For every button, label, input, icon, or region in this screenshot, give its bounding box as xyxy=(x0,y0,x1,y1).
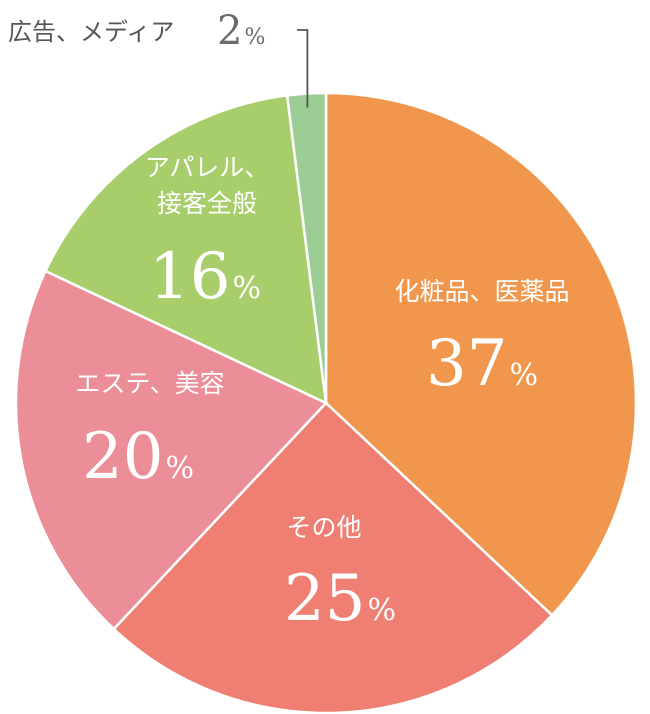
slice-2-label: その他 xyxy=(286,513,361,542)
callout-leader-line xyxy=(297,29,309,108)
slice-4-value-unit: % xyxy=(232,271,261,306)
slice-labels: 化粧品、医薬品 37% その他 25% エステ、美容 20% アパレル、接客全般 16% 広告、… xyxy=(8,8,570,636)
slice-2-wedge xyxy=(112,401,554,714)
slice-1-value-number: 37 xyxy=(426,327,507,401)
slice-4-label-line2: 接客全般 xyxy=(157,189,257,218)
slice-4-value: 16% xyxy=(149,240,261,314)
slice-1-label: 化粧品、医薬品 xyxy=(394,277,569,306)
callout-value: 2% xyxy=(217,8,265,54)
slice-4-value-number: 16 xyxy=(149,240,230,314)
slice-3-value: 20% xyxy=(82,420,194,494)
slice-2-value-number: 25 xyxy=(284,562,365,636)
slice-3-label: エステ、美容 xyxy=(75,369,224,398)
slice-3-value-number: 20 xyxy=(82,420,163,494)
slice-3-value-unit: % xyxy=(165,451,194,486)
slice-2-value-unit: % xyxy=(367,593,396,628)
slice-4-wedge xyxy=(43,94,328,406)
slice-1-value-unit: % xyxy=(509,358,538,393)
pie-slices xyxy=(14,91,638,714)
slice-1-value: 37% xyxy=(426,327,538,401)
slice-3-wedge xyxy=(14,269,329,631)
slice-1-wedge xyxy=(324,91,638,617)
slice-2-value: 25% xyxy=(284,562,396,636)
callout-value-unit: % xyxy=(244,25,265,50)
slice-4-label-line1: アパレル、 xyxy=(145,153,270,182)
callout-label: 広告、メディア xyxy=(8,18,174,46)
callout-value-number: 2 xyxy=(217,8,242,54)
